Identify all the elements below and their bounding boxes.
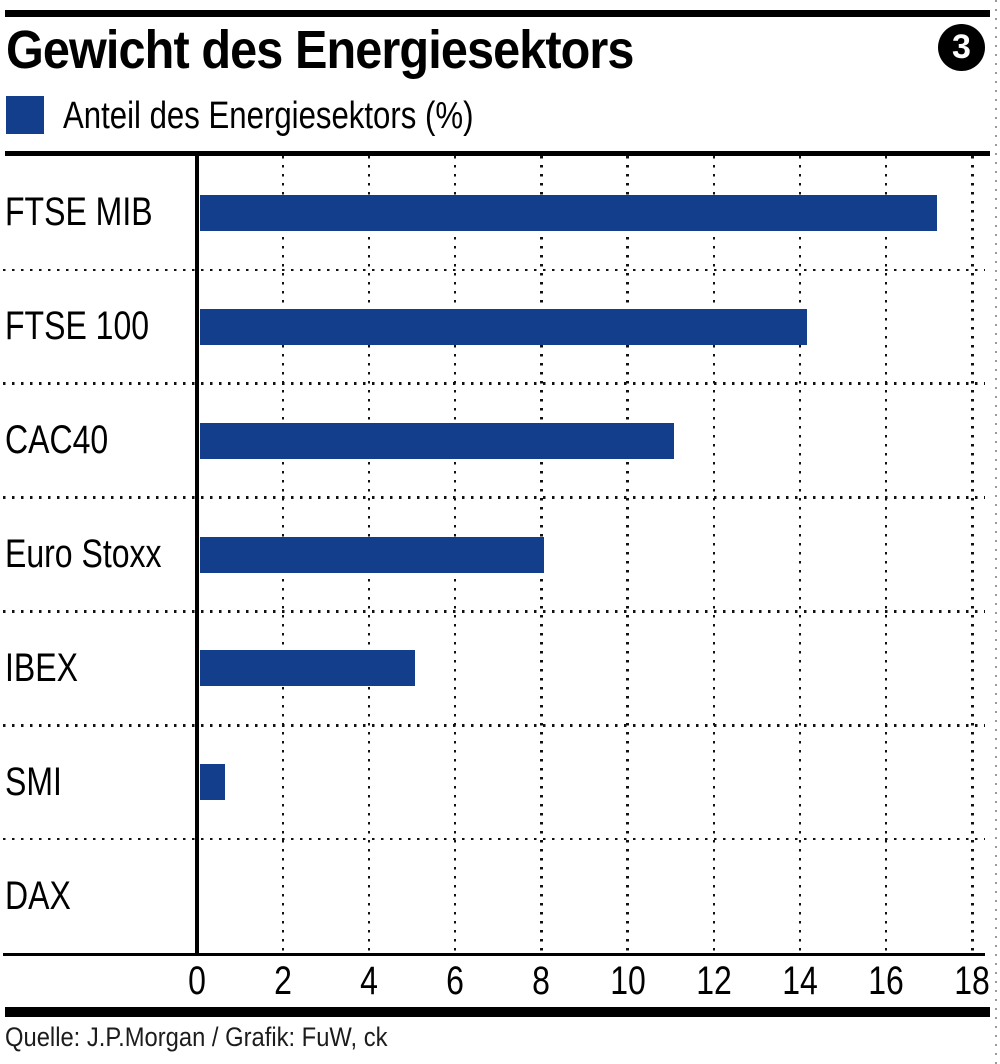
gridline-vertical [798, 156, 802, 953]
figure-number-badge: 3 [938, 24, 985, 71]
row-separator [3, 268, 985, 272]
legend-swatch [6, 96, 44, 134]
x-tick-label: 18 [954, 959, 991, 1003]
bottom-rule [5, 1007, 990, 1017]
page-edge-dotted-line [995, 0, 997, 1064]
category-label: SMI [5, 759, 62, 804]
x-tick-label: 4 [360, 959, 378, 1003]
x-tick-label: 0 [187, 959, 206, 1003]
legend-label: Anteil des Energiesektors (%) [63, 95, 474, 137]
category-label: FTSE 100 [5, 304, 150, 349]
top-rule [5, 10, 990, 17]
bar-euro-stoxx [199, 536, 545, 573]
x-tick-label: 12 [695, 959, 732, 1003]
x-tick-label: 14 [782, 959, 818, 1003]
figure-number: 3 [952, 28, 971, 66]
category-label: CAC40 [5, 418, 109, 463]
bar-ftse-100 [199, 308, 808, 345]
x-tick-label: 6 [446, 959, 465, 1003]
gridline-vertical [884, 156, 888, 953]
row-separator [3, 382, 985, 385]
bar-smi [199, 764, 226, 801]
x-tick-label: 10 [609, 959, 646, 1003]
x-axis-line [3, 953, 985, 956]
row-separator [3, 496, 985, 499]
x-tick-label: 16 [868, 959, 904, 1003]
page-title: Gewicht des Energiesektors [6, 20, 634, 80]
bar-ftse-mib [199, 194, 937, 231]
category-label: FTSE MIB [5, 190, 153, 235]
source-credit: Quelle: J.P.Morgan / Grafik: FuW, ck [5, 1022, 388, 1052]
bar-cac40 [199, 422, 674, 459]
row-separator [3, 724, 985, 727]
gridline-vertical [712, 156, 716, 953]
row-separator [3, 610, 985, 613]
y-axis-line [194, 151, 199, 956]
x-tick-label: 8 [532, 959, 551, 1003]
category-label: IBEX [5, 645, 78, 690]
gridline-vertical [626, 156, 629, 953]
x-tick-label: 2 [273, 959, 292, 1003]
chart-top-border [5, 151, 990, 156]
bar-ibex [199, 650, 416, 687]
row-separator [3, 837, 985, 841]
gridline-vertical [971, 156, 974, 953]
category-label: Euro Stoxx [5, 531, 162, 576]
category-label: DAX [5, 873, 71, 918]
